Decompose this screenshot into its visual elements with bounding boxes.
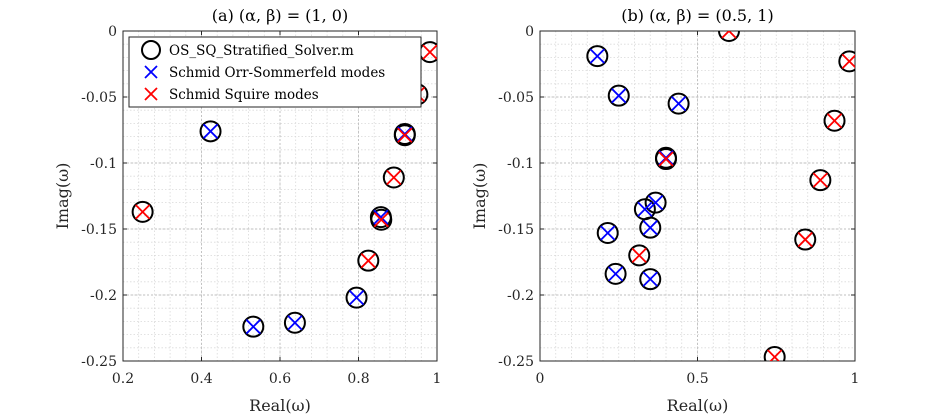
legend: OS_SQ_Stratified_Solver.m Schmid Orr-Somm… xyxy=(128,36,422,108)
sq-mode-x-marker xyxy=(386,169,402,186)
x-tick-label: 0.8 xyxy=(347,371,369,387)
solver-point-circle xyxy=(763,346,786,361)
os-mode-x-marker xyxy=(589,48,605,64)
os-mode-x-marker xyxy=(202,123,219,139)
sq-mode-x-marker xyxy=(397,127,413,143)
legend-label: Schmid Orr-Sommerfeld modes xyxy=(169,65,385,81)
y-tick-label: -0.1 xyxy=(507,156,534,172)
y-tick-label: -0.15 xyxy=(81,222,117,238)
solver-point-circle xyxy=(596,221,619,244)
os-mode-x-marker xyxy=(611,88,627,104)
solver-point-circle xyxy=(794,228,817,251)
os-mode-x-marker xyxy=(670,95,687,112)
solver-point-circle xyxy=(370,208,393,231)
os-mode-x-marker xyxy=(642,271,658,287)
os-mode-x-marker xyxy=(373,209,389,225)
os-mode-x-marker xyxy=(637,201,653,217)
legend-label: Schmid Squire modes xyxy=(169,87,319,103)
legend-circle-marker xyxy=(141,40,161,60)
y-tick-label: -0.05 xyxy=(498,90,534,106)
sq-mode-x-marker xyxy=(797,231,813,248)
sq-mode-x-marker xyxy=(360,253,376,269)
solver-point-circle xyxy=(639,268,662,291)
y-tick-label: -0.1 xyxy=(90,156,117,172)
sq-mode-x-marker xyxy=(658,151,674,167)
y-tick-label: 0 xyxy=(525,24,534,40)
solver-point-circle xyxy=(655,148,677,171)
solver-point-circle xyxy=(199,120,222,143)
os-mode-x-marker xyxy=(658,150,674,166)
y-axis-title: Imag(ω) xyxy=(53,163,72,230)
solver-point-circle xyxy=(644,191,667,214)
solver-point-circle xyxy=(357,249,380,272)
y-axis-title: Imag(ω) xyxy=(470,163,489,230)
solver-point-circle xyxy=(607,84,630,107)
y-tick-label: -0.25 xyxy=(81,354,117,370)
y-tick-label: -0.25 xyxy=(498,354,534,370)
sq-mode-x-marker xyxy=(812,172,828,188)
sq-mode-x-marker xyxy=(721,31,737,39)
solver-point-circle xyxy=(393,124,416,147)
os-mode-x-marker xyxy=(607,266,624,282)
x-tick-label: 0.2 xyxy=(112,371,134,387)
panel-title: (b) (α, β) = (0.5, 1) xyxy=(621,6,773,25)
x-tick-label: 0.4 xyxy=(190,371,212,387)
x-axis-title: Real(ω) xyxy=(249,396,311,415)
solver-point-circle xyxy=(586,45,609,68)
solver-point-circle xyxy=(131,200,154,223)
legend-x-marker xyxy=(144,65,158,79)
solver-point-circle xyxy=(345,286,368,309)
y-tick-label: -0.2 xyxy=(90,288,117,304)
x-tick-label: 0 xyxy=(536,371,545,387)
sq-mode-x-marker xyxy=(767,349,783,361)
os-mode-x-marker xyxy=(600,225,616,241)
sq-mode-x-marker xyxy=(631,247,647,264)
os-mode-x-marker xyxy=(642,220,658,236)
x-tick-label: 1 xyxy=(433,371,442,387)
solver-point-circle xyxy=(639,216,662,239)
solver-point-circle xyxy=(718,31,740,42)
panel-title: (a) (α, β) = (1, 0) xyxy=(212,6,348,25)
os-mode-x-marker xyxy=(397,126,413,142)
y-tick-label: -0.2 xyxy=(507,288,534,304)
data-markers xyxy=(586,31,855,361)
sq-mode-x-marker xyxy=(134,204,151,220)
solver-point-circle xyxy=(382,166,405,189)
solver-point-circle xyxy=(628,244,651,267)
sq-mode-x-marker xyxy=(841,53,855,69)
x-tick-label: 1 xyxy=(851,371,860,387)
x-tick-label: 0.6 xyxy=(269,371,291,387)
solver-point-circle xyxy=(604,262,627,285)
x-axis-title: Real(ω) xyxy=(667,396,729,415)
solver-point-circle xyxy=(823,109,846,132)
legend-label: OS_SQ_Stratified_Solver.m xyxy=(169,43,354,59)
solver-point-circle xyxy=(283,311,306,334)
data-markers xyxy=(131,41,437,338)
y-tick-label: -0.15 xyxy=(498,222,534,238)
legend-x-marker xyxy=(144,87,158,101)
os-mode-x-marker xyxy=(287,315,303,331)
y-tick-label: -0.05 xyxy=(81,90,117,106)
os-mode-x-marker xyxy=(348,290,365,306)
y-tick-label: 0 xyxy=(108,24,117,40)
solver-point-circle xyxy=(242,315,265,338)
solver-point-circle xyxy=(667,92,690,115)
os-mode-x-marker xyxy=(245,319,261,335)
os-mode-x-marker xyxy=(647,194,664,211)
solver-point-circle xyxy=(838,50,855,73)
solver-point-circle xyxy=(809,169,832,192)
x-tick-label: 0.5 xyxy=(686,371,708,387)
sq-mode-x-marker xyxy=(373,212,389,228)
panel-b: 0 0.5 1 0 -0.05 -0.1 -0.15 -0.2 -0.25 (b) (α, β) … xyxy=(470,6,859,415)
sq-mode-x-marker xyxy=(422,44,437,60)
legend-box xyxy=(128,36,422,108)
sq-mode-x-marker xyxy=(826,113,843,129)
